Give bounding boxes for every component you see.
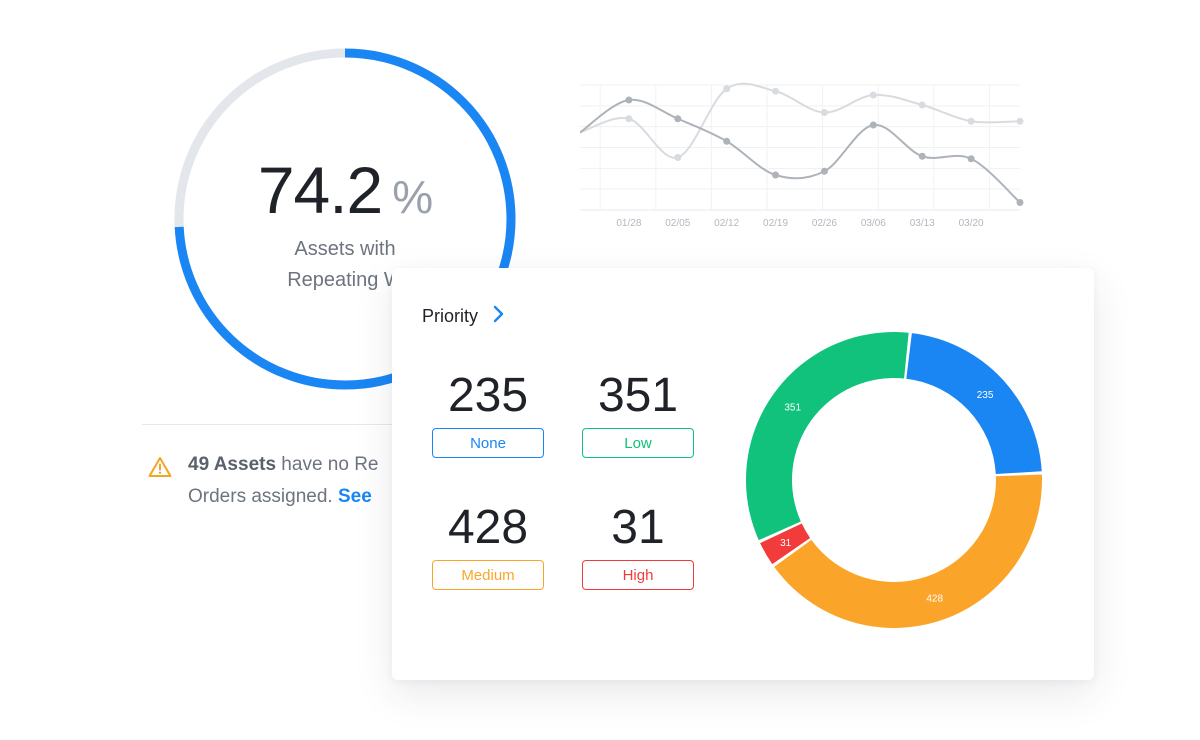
- asset-percentage-gauge: 74.2% Assets with Repeating W: [170, 44, 520, 394]
- series-2-point: [1016, 117, 1024, 125]
- gauge-label-line-2: Repeating W: [287, 269, 403, 291]
- alert-text-1: have no Re: [276, 454, 379, 475]
- series-2-point: [820, 109, 828, 116]
- priority-badge-none[interactable]: None: [432, 428, 544, 458]
- x-tick-label: 03/20: [959, 218, 984, 229]
- x-tick-label: 02/26: [812, 218, 837, 229]
- series-2-point: [723, 85, 731, 93]
- series-line-2: [580, 82, 1021, 159]
- series-2-point: [625, 115, 633, 123]
- series-line-1: [580, 98, 1021, 204]
- series-1-point: [967, 155, 975, 163]
- donut-slice-high[interactable]: [760, 523, 811, 565]
- series-1-point: [772, 171, 780, 179]
- gauge-value-unit: %: [392, 171, 433, 223]
- priority-stat-low: 351 Low: [582, 368, 694, 458]
- priority-header[interactable]: Priority: [422, 304, 504, 328]
- priority-title: Priority: [422, 305, 479, 326]
- donut-label-high: 31: [780, 538, 792, 549]
- donut-label-medium: 428: [926, 594, 943, 605]
- priority-card: Priority 235 None 351 Low 428 Medium 31 …: [392, 268, 1094, 680]
- series-2-point: [967, 117, 975, 125]
- x-tick-label: 02/19: [763, 218, 788, 229]
- priority-stat-none: 235 None: [432, 368, 544, 458]
- warning-triangle-icon: [148, 457, 172, 477]
- series-2-point: [869, 91, 877, 99]
- priority-count-medium: 428: [447, 501, 529, 554]
- alert-asset-count: 49 Assets: [188, 454, 277, 475]
- x-tick-label: 02/05: [665, 218, 690, 229]
- donut-slice-medium[interactable]: [774, 474, 1042, 628]
- priority-donut-chart: 235 428 31 351: [746, 332, 1042, 628]
- gauge-ring: [174, 48, 516, 390]
- donut-slice-none[interactable]: [906, 333, 1042, 475]
- x-tick-label: 01/28: [616, 218, 641, 229]
- series-1-point: [869, 121, 877, 129]
- donut-label-none: 235: [977, 390, 994, 401]
- priority-badge-low[interactable]: Low: [582, 428, 694, 458]
- priority-stat-high: 31 High: [582, 500, 694, 590]
- donut-label-low: 351: [784, 402, 801, 413]
- chevron-right-icon[interactable]: [492, 305, 504, 328]
- alert-line-2: Orders assigned. See: [188, 486, 372, 508]
- series-2-point: [918, 101, 926, 109]
- series-2-point: [674, 154, 682, 161]
- priority-badge-medium[interactable]: Medium: [432, 560, 544, 590]
- trend-line-chart: 01/28 02/05 02/12 02/19 02/26 03/06 03/13 03/20: [580, 82, 1024, 229]
- gauge-value-number: 74.2: [257, 153, 383, 227]
- priority-stat-medium: 428 Medium: [432, 500, 544, 590]
- gauge-label-line-1: Assets with: [294, 238, 396, 260]
- x-tick-label: 03/06: [861, 218, 886, 229]
- gauge-progress-arc: [174, 48, 516, 390]
- section-divider: [142, 424, 402, 425]
- x-tick-label: 03/13: [910, 218, 935, 229]
- series-2-point: [772, 87, 780, 95]
- series-1-point: [723, 137, 731, 145]
- x-tick-label: 02/12: [714, 218, 739, 229]
- donut-slice-low[interactable]: [746, 332, 909, 541]
- priority-count-high: 31: [611, 501, 665, 554]
- priority-count-low: 351: [597, 369, 679, 422]
- priority-count-none: 235: [447, 369, 529, 422]
- series-1-point: [918, 152, 926, 160]
- series-1-point: [820, 167, 828, 175]
- gauge-value: 74.2%: [170, 152, 520, 228]
- series-1-point: [1016, 199, 1024, 206]
- see-assets-link[interactable]: See: [337, 486, 372, 507]
- series-1-point: [674, 115, 682, 123]
- alert-text-2: Orders assigned.: [188, 486, 338, 507]
- priority-badge-high[interactable]: High: [582, 560, 694, 590]
- series-1-point: [625, 96, 633, 104]
- alert-line-1: 49 Assets have no Re: [188, 454, 379, 476]
